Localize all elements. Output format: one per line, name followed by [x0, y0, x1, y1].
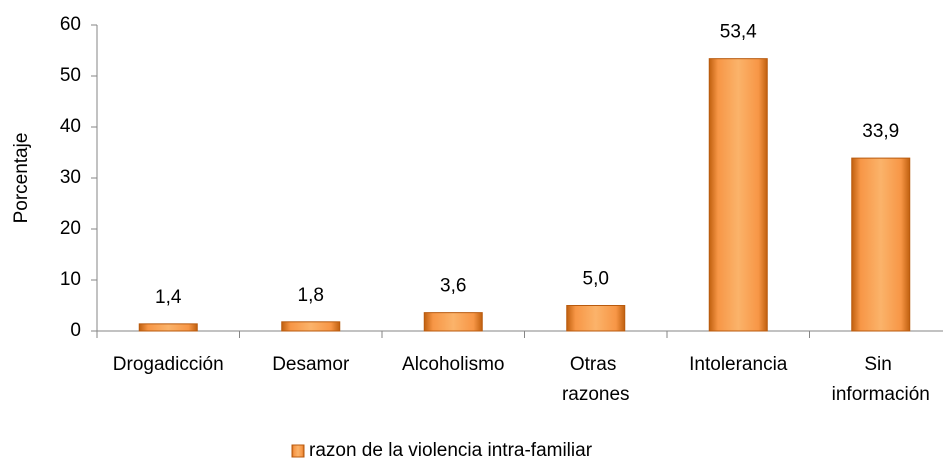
data-label: 33,9: [862, 121, 899, 142]
legend-label: razon de la violencia intra-familiar: [309, 440, 593, 461]
y-tick-label: 30: [60, 167, 81, 188]
x-tick-label: Intolerancia: [689, 354, 788, 375]
x-tick-label: Sin información: [832, 354, 930, 405]
y-tick-label: 10: [60, 269, 81, 290]
bar: [138, 323, 198, 332]
y-tick-label: 60: [60, 14, 81, 35]
legend-swatch: [291, 444, 305, 458]
x-tick-label: Desamor: [272, 354, 350, 375]
bar: [708, 58, 768, 332]
data-label: 3,6: [440, 276, 466, 297]
data-label: 1,4: [155, 287, 182, 308]
y-tick-label: 20: [60, 218, 81, 239]
x-tick-label: Drogadicción: [113, 354, 224, 375]
bar: [566, 305, 626, 332]
y-tick-label: 50: [60, 65, 81, 86]
y-tick-label: 40: [60, 116, 81, 137]
bar: [281, 321, 341, 332]
y-axis-label: Porcentaje: [11, 133, 32, 224]
data-label: 53,4: [720, 22, 757, 43]
x-tick-label: Alcoholismo: [402, 354, 504, 375]
bar: [851, 157, 911, 332]
y-tick-label: 0: [70, 320, 81, 341]
bar: [423, 312, 483, 332]
data-label: 1,8: [298, 285, 324, 306]
data-label: 5,0: [583, 269, 609, 290]
x-tick-label: Otras razones: [562, 354, 630, 405]
